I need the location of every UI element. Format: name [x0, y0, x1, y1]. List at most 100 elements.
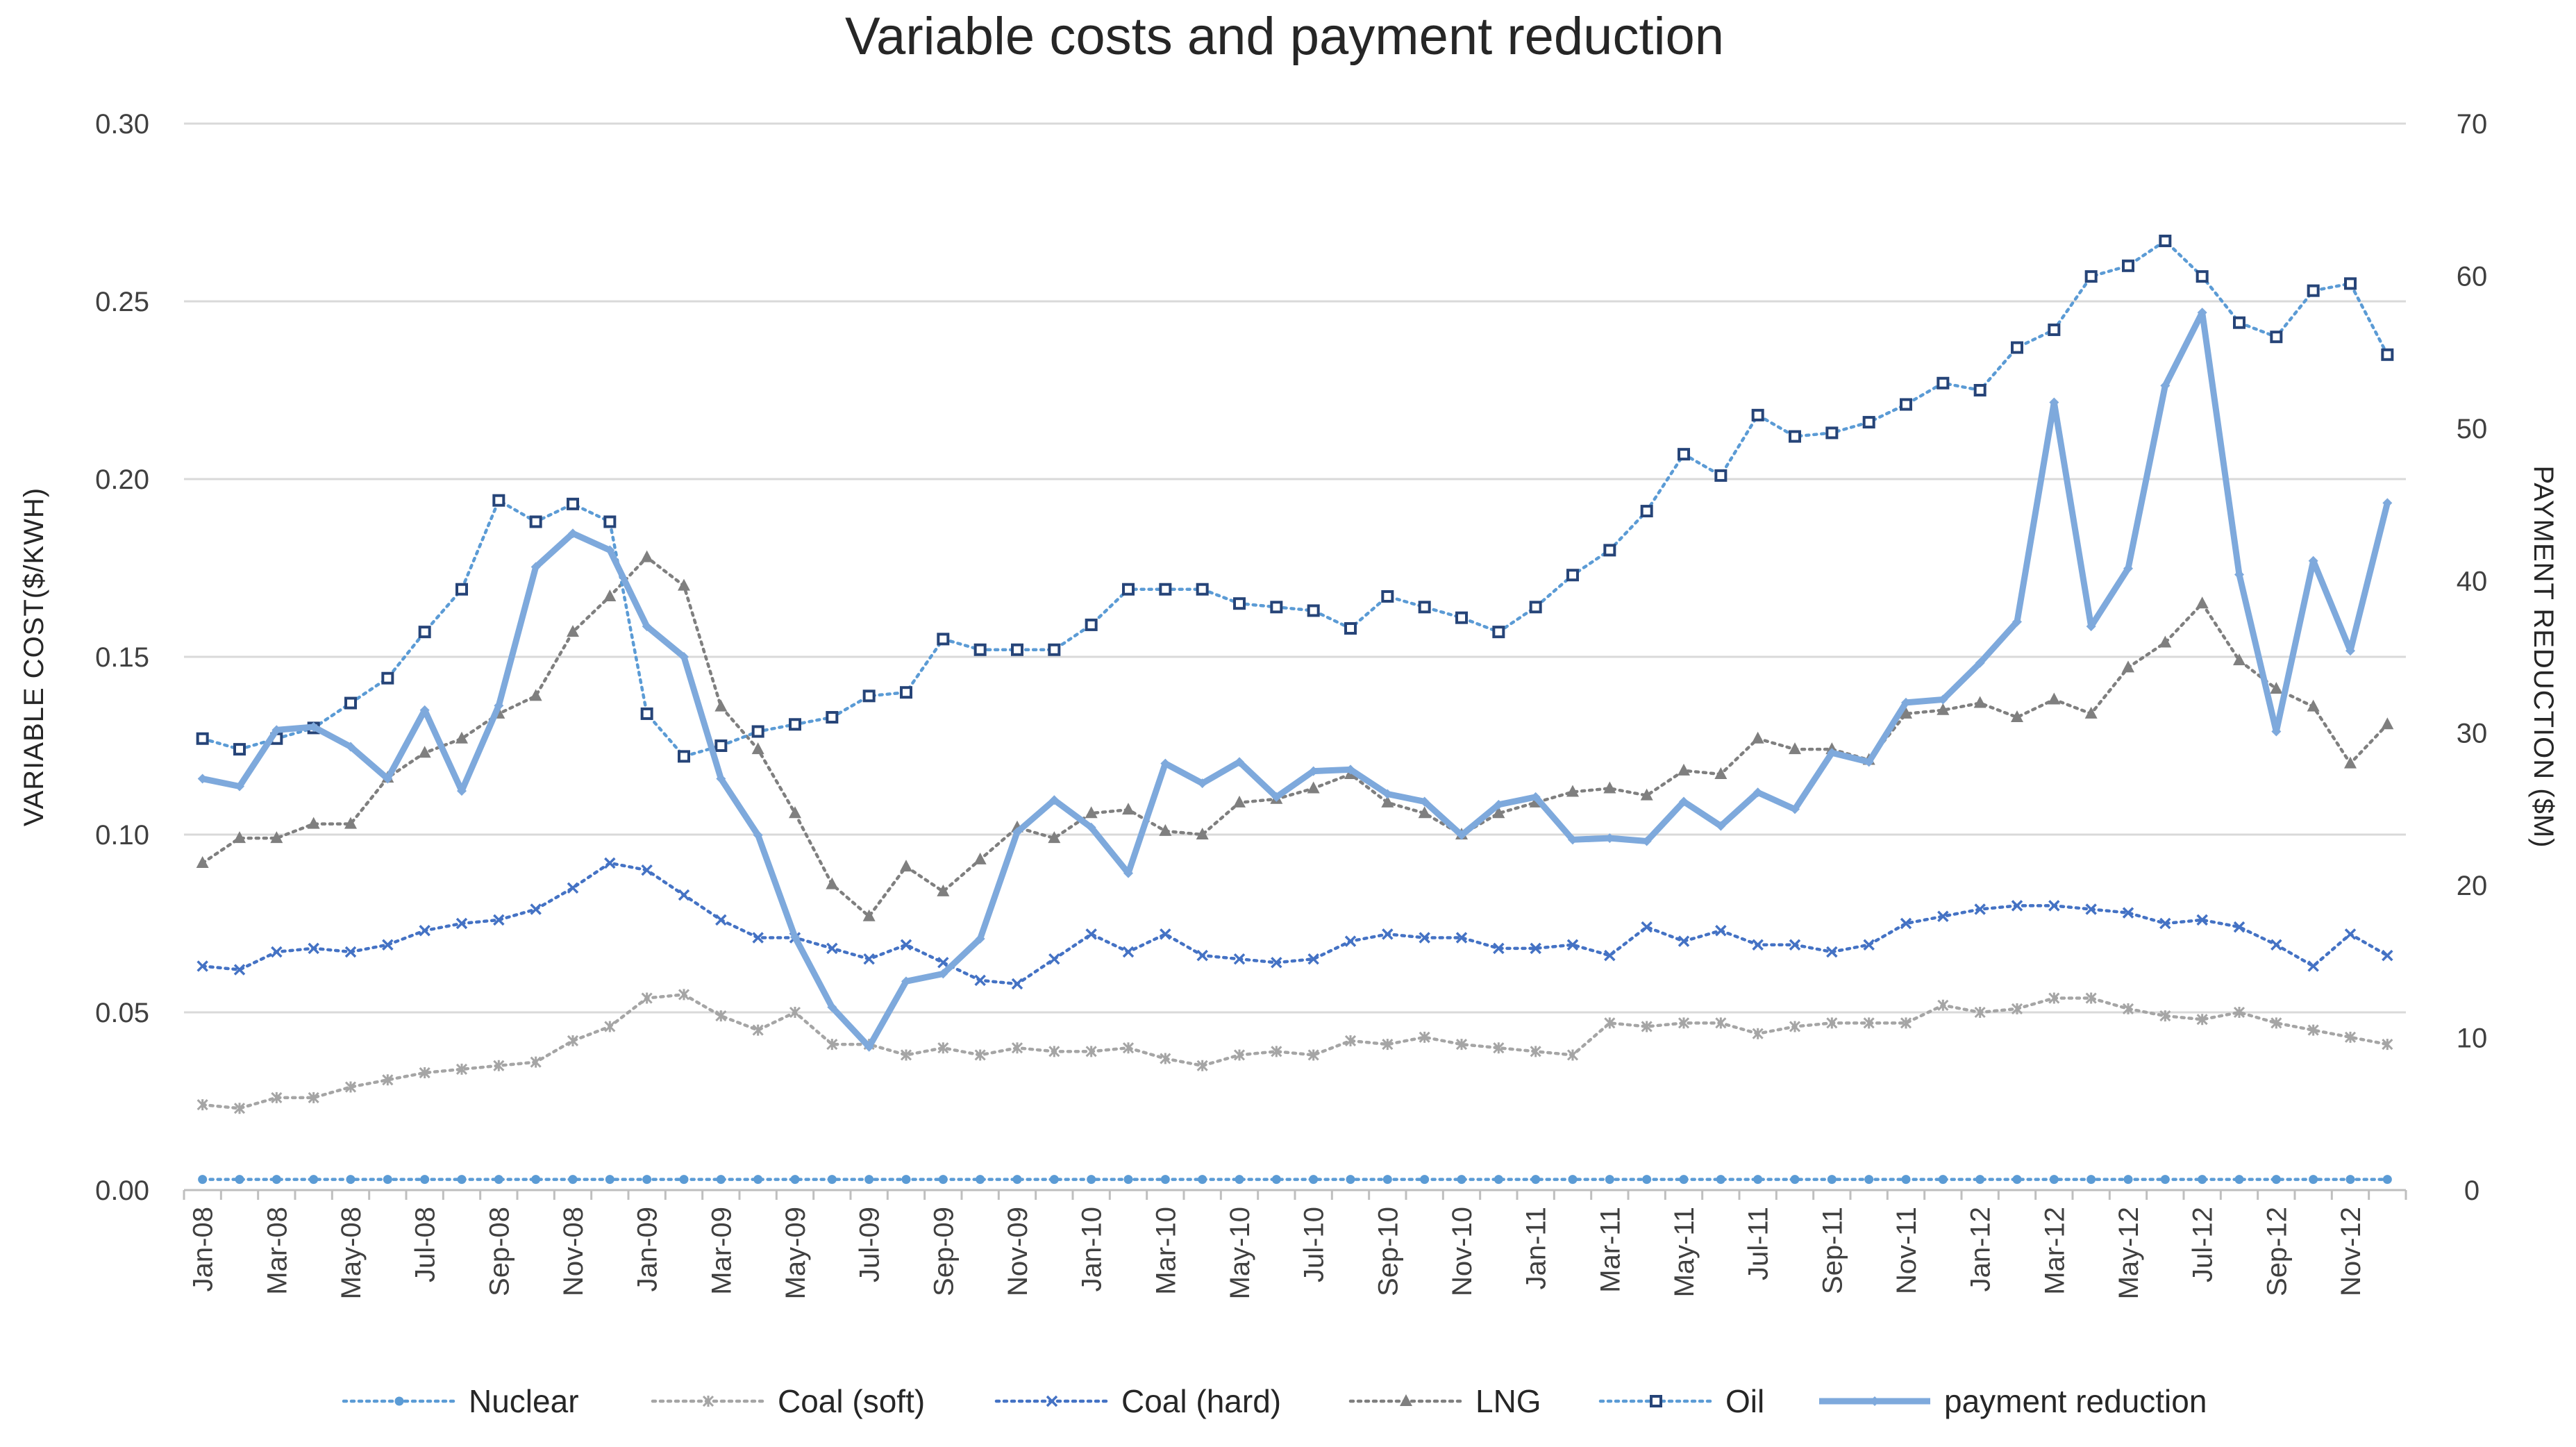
data-point	[1715, 925, 1727, 937]
data-point	[862, 909, 876, 921]
data-point	[344, 696, 357, 710]
data-point	[1123, 1175, 1133, 1185]
data-point	[938, 969, 948, 979]
data-point	[2123, 563, 2133, 574]
data-point	[344, 946, 357, 958]
y-tick-label: 0.20	[95, 465, 149, 495]
data-point	[1307, 1049, 1319, 1061]
data-point	[751, 725, 764, 738]
data-point	[235, 781, 244, 792]
data-point	[2382, 949, 2393, 962]
data-point	[1937, 910, 1949, 922]
data-point	[493, 1060, 505, 1071]
x-tick-label: Mar-08	[262, 1207, 292, 1295]
series-coal-soft	[196, 989, 2393, 1114]
data-point	[1085, 806, 1098, 819]
data-point	[2344, 277, 2357, 290]
data-point	[2196, 270, 2209, 283]
data-point	[1344, 1035, 1357, 1047]
x-tick-label: Jan-11	[1521, 1207, 1552, 1289]
x-tick-label: Jan-08	[188, 1207, 219, 1291]
data-point	[1901, 1175, 1911, 1185]
data-point	[976, 1175, 985, 1185]
data-point	[419, 1067, 430, 1079]
data-point	[1400, 1394, 1412, 1406]
data-point	[1789, 430, 1801, 443]
data-point	[1715, 1017, 1727, 1029]
data-point	[2382, 1039, 2393, 1051]
data-point	[1827, 1175, 1837, 1185]
data-point	[1196, 1060, 1208, 1071]
data-point	[196, 732, 209, 745]
data-point	[1307, 953, 1319, 965]
data-point	[2307, 699, 2320, 712]
data-point	[1085, 618, 1098, 631]
data-point	[900, 860, 912, 872]
data-point	[2270, 331, 2283, 344]
data-point	[1641, 836, 1652, 846]
data-point	[716, 1175, 726, 1185]
data-point	[1233, 597, 1246, 610]
legend: Nuclear Coal (soft) Coal (hard) LNG Oil payme…	[342, 1383, 2207, 1419]
data-point	[1714, 469, 1728, 482]
series-layer	[196, 234, 2394, 1185]
data-point	[270, 831, 283, 844]
data-point	[678, 578, 690, 591]
x-tick-label: Mar-11	[1595, 1207, 1625, 1293]
x-tick-label: Jan-12	[1966, 1207, 1996, 1291]
data-point	[2234, 569, 2244, 580]
data-point	[1529, 601, 1542, 614]
data-point	[1975, 658, 1985, 668]
data-point	[1235, 1175, 1244, 1185]
data-point	[2196, 914, 2208, 926]
data-point	[1011, 643, 1023, 656]
data-point	[1308, 766, 1319, 776]
data-point	[1198, 1175, 1207, 1185]
data-point	[715, 914, 727, 926]
data-point	[1604, 1017, 1616, 1029]
data-point	[1418, 806, 1431, 819]
data-point	[197, 773, 208, 784]
data-point	[1753, 1175, 1763, 1185]
data-point	[1900, 917, 1912, 930]
data-point	[455, 583, 468, 596]
y2-tick-label: 50	[2457, 414, 2488, 444]
left-axis-ticks: 0.00 0.05 0.10 0.15 0.20 0.25 0.30	[95, 109, 149, 1206]
series-coal-hard	[196, 857, 2393, 990]
data-point	[974, 974, 986, 987]
data-point	[1270, 601, 1283, 614]
data-point	[494, 1175, 503, 1185]
data-point	[2382, 1175, 2392, 1185]
data-point	[1457, 1175, 1466, 1185]
x-tick-label: Nov-12	[2336, 1207, 2366, 1296]
data-point	[603, 515, 617, 528]
data-point	[1455, 611, 1468, 624]
data-point	[679, 1175, 689, 1185]
data-point	[2048, 900, 2060, 912]
data-point	[567, 497, 579, 510]
x-tick-label: Sep-10	[1373, 1207, 1403, 1296]
data-point	[1307, 781, 1320, 794]
x-tick-label: Mar-10	[1151, 1207, 1181, 1295]
data-point	[1160, 1175, 1170, 1185]
data-point	[1196, 949, 1208, 962]
data-point	[973, 852, 987, 864]
data-point	[901, 976, 911, 987]
legend-item-coal-soft: Coal (soft)	[651, 1383, 925, 1419]
data-point	[1085, 1046, 1097, 1057]
data-point	[1678, 1017, 1690, 1029]
data-point	[196, 855, 209, 868]
y2-tick-label: 40	[2457, 566, 2488, 596]
data-point	[1046, 1395, 1058, 1407]
data-point	[679, 652, 689, 662]
data-point	[604, 1021, 616, 1032]
data-point	[383, 773, 393, 784]
data-point	[233, 964, 246, 976]
data-point	[419, 705, 430, 715]
legend-item-coal-hard: Coal (hard)	[994, 1383, 1281, 1419]
legend-item-oil: Oil	[1598, 1383, 1764, 1419]
data-point	[1642, 1175, 1652, 1185]
data-point	[2233, 1006, 2245, 1019]
data-point	[1753, 787, 1763, 798]
